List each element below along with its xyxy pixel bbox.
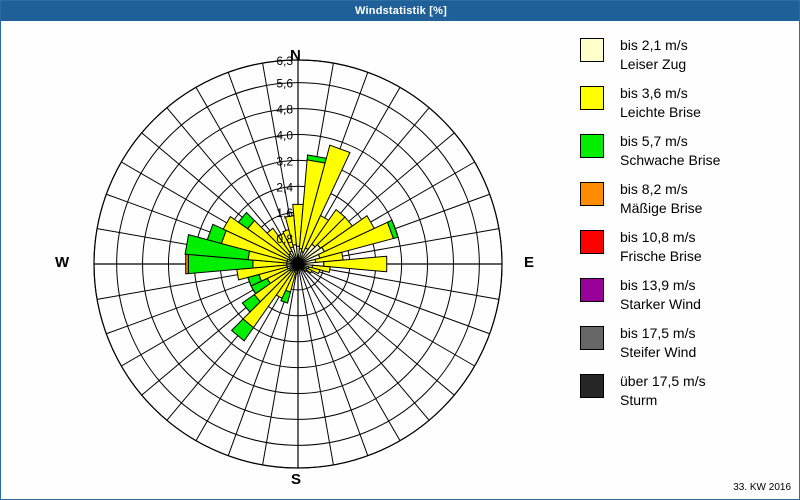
legend-item[interactable]: über 17,5 m/s Sturm [580,372,795,414]
windrose-segment [241,293,261,313]
legend-label: bis 5,7 m/s Schwache Brise [620,132,720,170]
grid-spoke [262,263,299,465]
radial-tick-labels: 0,8 1,6 2,4 3,2 4,0 4,8 5,6 6,3 [93,54,503,469]
window-content: 0,8 1,6 2,4 3,2 4,0 4,8 5,6 6,3 N S W E bis 2,1… [2,22,799,499]
legend-label: bis 10,8 m/s Frische Brise [620,228,702,266]
legend-label: über 17,5 m/s Sturm [620,372,706,410]
legend-color-swatch [580,278,604,302]
window-title-bar: Windstatistik [%] [1,1,799,21]
windrose-segment [305,267,313,274]
windrose-plot: 0,8 1,6 2,4 3,2 4,0 4,8 5,6 6,3 N S W E [2,22,572,499]
legend-speed-range: bis 13,9 m/s [620,277,696,293]
windrose-segment [300,144,351,253]
windrose-segment [307,266,321,275]
outer-ring [93,59,503,469]
legend-beaufort-name: Frische Brise [620,248,702,264]
windrose-petals [184,144,399,342]
legend-beaufort-name: Mäßige Brise [620,200,703,216]
windrose-segment [222,215,291,261]
radial-tick-label: 6,3 [276,54,293,68]
compass-label-west: W [55,254,70,271]
legend-item[interactable]: bis 17,5 m/s Steifer Wind [580,324,795,366]
legend-speed-range: bis 3,6 m/s [620,85,688,101]
radial-tick-label: 0,8 [276,232,293,246]
legend-item[interactable]: bis 13,9 m/s Starker Wind [580,276,795,318]
windrose-segment [284,215,297,246]
windrose-segment [300,267,305,271]
legend-speed-range: bis 10,8 m/s [620,229,696,245]
legend-label: bis 2,1 m/s Leiser Zug [620,36,688,74]
grid-spoke [297,263,401,441]
grid-spoke [297,263,334,465]
grid-spoke [297,263,455,396]
compass-label-east: E [524,254,535,271]
legend-item[interactable]: bis 3,6 m/s Leichte Brise [580,84,795,126]
legend-label: bis 13,9 m/s Starker Wind [620,276,701,314]
radial-tick-label: 5,6 [276,77,293,91]
legend-color-swatch [580,134,604,158]
legend-item[interactable]: bis 10,8 m/s Frische Brise [580,228,795,270]
legend-label: bis 8,2 m/s Mäßige Brise [620,180,702,218]
legend-beaufort-name: Starker Wind [620,296,701,312]
legend-speed-range: bis 8,2 m/s [620,181,688,197]
legend-color-swatch [580,326,604,350]
radial-tick-label: 4,0 [276,128,293,142]
compass-label-north: N [290,47,301,64]
legend-label: bis 17,5 m/s Steifer Wind [620,324,696,362]
windrose-segment [230,318,255,342]
legend-color-swatch [580,86,604,110]
windrose-segment [386,219,399,240]
legend-beaufort-name: Leiser Zug [620,56,687,72]
legend-beaufort-name: Leichte Brise [620,104,701,120]
windrose-segment [185,253,189,275]
grid-spoke [297,263,475,367]
legend-color-swatch [580,230,604,254]
legend-item[interactable]: bis 5,7 m/s Schwache Brise [580,132,795,174]
radial-tick-label: 1,6 [276,206,293,220]
windrose-segment [184,234,251,261]
radial-tick-label: 2,4 [276,180,293,194]
legend-color-swatch [580,374,604,398]
legend-color-swatch [580,38,604,62]
windrose-svg: 0,8 1,6 2,4 3,2 4,0 4,8 5,6 6,3 [93,54,503,469]
windrose-segment [266,227,292,256]
windrose-segment [311,264,331,274]
grid-spoke [297,263,490,335]
radial-tick-label: 4,8 [276,103,293,117]
legend-color-swatch [580,182,604,206]
windrose-segment [280,289,292,304]
legend-speed-range: bis 5,7 m/s [620,133,688,149]
footer-period: 33. KW 2016 [733,482,791,493]
grid-spoke [297,263,430,421]
legend-item[interactable]: bis 8,2 m/s Mäßige Brise [580,180,795,222]
legend-beaufort-name: Steifer Wind [620,344,697,360]
legend-beaufort-name: Sturm [620,392,658,408]
compass-label-south: S [291,471,302,488]
windrose-segment [323,255,388,273]
legend-speed-range: bis 2,1 m/s [620,37,688,53]
legend: bis 2,1 m/s Leiser Zug bis 3,6 m/s Leichte … [580,36,795,420]
window-title: Windstatistik [%] [355,5,447,17]
legend-item[interactable]: bis 2,1 m/s Leiser Zug [580,36,795,78]
windrose-segment [206,223,227,245]
legend-speed-range: über 17,5 m/s [620,373,706,389]
radial-tick-label: 3,2 [276,154,293,168]
legend-speed-range: bis 17,5 m/s [620,325,696,341]
grid-spoke [297,263,369,456]
legend-beaufort-name: Schwache Brise [620,152,721,168]
windrose-segment [237,211,256,230]
grid-spoke [297,263,499,300]
legend-label: bis 3,6 m/s Leichte Brise [620,84,701,122]
